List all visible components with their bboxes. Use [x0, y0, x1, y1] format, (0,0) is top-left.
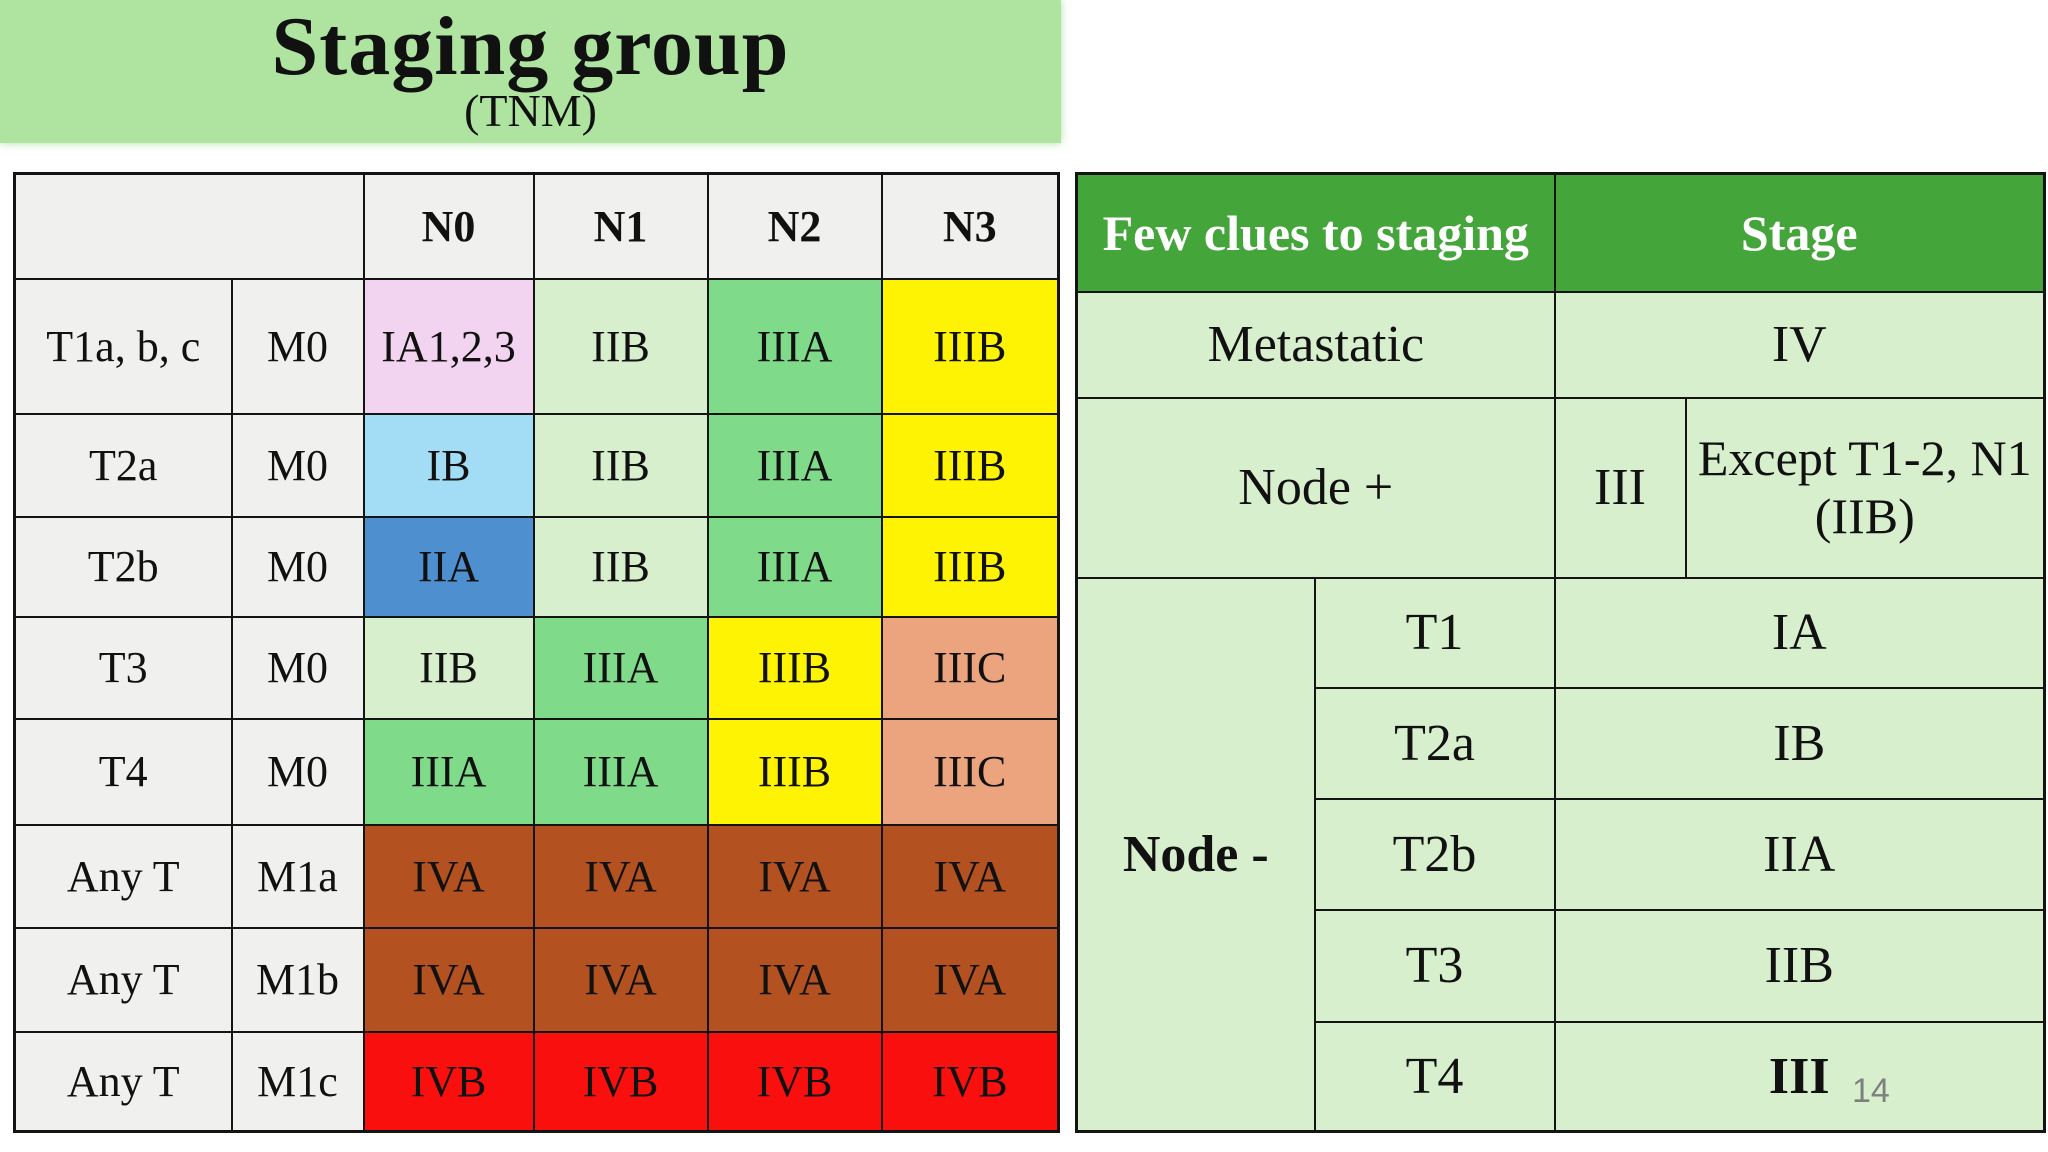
stage-cell: IIIC: [880, 717, 1060, 826]
table-row: Any T M1a IVA IVA IVA IVA: [13, 823, 1060, 929]
n-column-header: N1: [532, 172, 709, 280]
t-category-cell: T2a: [13, 412, 233, 518]
stage-cell: IVA: [532, 926, 709, 1033]
tnm-staging-table: N0 N1 N2 N3 T1a, b, c M0 IA1,2,3 IIB III…: [13, 172, 1060, 1133]
stage-cell: IIA: [1553, 797, 2046, 911]
m-category-cell: M0: [230, 277, 365, 415]
stage-cell: IIIA: [706, 412, 883, 518]
stage-cell: IIB: [532, 277, 709, 415]
stage-cell: IVA: [706, 823, 883, 929]
stage-exception-cell: Except T1-2, N1 (IIB): [1684, 396, 2046, 579]
n-column-header: N3: [880, 172, 1060, 280]
node-negative-cell: Node -: [1075, 576, 1316, 1133]
corner-cell: [13, 172, 365, 280]
t-category-cell: Any T: [13, 926, 233, 1033]
slide-title: Staging group: [271, 0, 790, 94]
clue-cell: Node +: [1075, 396, 1556, 579]
stage-cell: IVA: [880, 823, 1060, 929]
t-category-cell: Any T: [13, 1030, 233, 1133]
stage-cell: IIIA: [532, 717, 709, 826]
t-category-cell: T3: [1313, 908, 1556, 1023]
stage-cell: IIA: [362, 515, 535, 618]
m-category-cell: M1b: [230, 926, 365, 1033]
stage-cell: IIIB: [880, 277, 1060, 415]
stage-cell: IA: [1553, 576, 2046, 689]
clues-to-staging-table: Few clues to staging Stage Metastatic IV…: [1075, 172, 2046, 1133]
t-category-cell: Any T: [13, 823, 233, 929]
table-row: Metastatic IV: [1075, 290, 2046, 399]
stage-cell: IIIB: [706, 615, 883, 720]
stage-cell: IIB: [532, 412, 709, 518]
stage-cell: IVA: [880, 926, 1060, 1033]
t-category-cell: T1: [1313, 576, 1556, 689]
stage-column-header: Stage: [1553, 172, 2046, 293]
t-category-cell: T2a: [1313, 686, 1556, 800]
table-row: T2a IB: [1077, 686, 2046, 800]
t-category-cell: T2b: [1313, 797, 1556, 911]
t-category-cell: T4: [13, 717, 233, 826]
stage-cell: IIB: [362, 615, 535, 720]
stage-cell: IIIA: [362, 717, 535, 826]
m-category-cell: M1c: [230, 1030, 365, 1133]
t-category-cell: T4: [1313, 1020, 1556, 1133]
stage-cell: IVB: [532, 1030, 709, 1133]
stage-cell: III: [1553, 396, 1687, 579]
table-row: Node + III Except T1-2, N1 (IIB): [1075, 396, 2046, 579]
t-category-cell: T3: [13, 615, 233, 720]
table-row: T3 M0 IIB IIIA IIIB IIIC: [13, 615, 1060, 720]
clues-column-header: Few clues to staging: [1075, 172, 1556, 293]
stage-cell: IIB: [532, 515, 709, 618]
table-row: T1a, b, c M0 IA1,2,3 IIB IIIA IIIB: [13, 277, 1060, 415]
table-row: T4 III: [1077, 1020, 2046, 1133]
table-row: Any T M1b IVA IVA IVA IVA: [13, 926, 1060, 1033]
page-number: 14: [1852, 1072, 1890, 1110]
slide-subtitle: (TNM): [464, 85, 597, 137]
t-category-cell: T2b: [13, 515, 233, 618]
table-row: T4 M0 IIIA IIIA IIIB IIIC: [13, 717, 1060, 826]
stage-cell: IIB: [1553, 908, 2046, 1023]
stage-cell: III: [1553, 1020, 2046, 1133]
stage-cell: IIIB: [880, 515, 1060, 618]
table-row: T2a M0 IB IIB IIIA IIIB: [13, 412, 1060, 518]
stage-cell: IA1,2,3: [362, 277, 535, 415]
m-category-cell: M0: [230, 515, 365, 618]
t-category-cell: T1a, b, c: [13, 277, 233, 415]
stage-cell: IVA: [362, 926, 535, 1033]
m-category-cell: M0: [230, 717, 365, 826]
stage-cell: IVB: [362, 1030, 535, 1133]
stage-cell: IVA: [362, 823, 535, 929]
table-row: Any T M1c IVB IVB IVB IVB: [13, 1030, 1060, 1133]
stage-cell: IVA: [532, 823, 709, 929]
m-category-cell: M0: [230, 412, 365, 518]
stage-cell: IB: [362, 412, 535, 518]
table-row: T3 IIB: [1077, 908, 2046, 1023]
m-category-cell: M0: [230, 615, 365, 720]
stage-cell: IVB: [706, 1030, 883, 1133]
stage-cell: IB: [1553, 686, 2046, 800]
stage-cell: IIIA: [706, 277, 883, 415]
stage-cell: IIIB: [880, 412, 1060, 518]
m-category-cell: M1a: [230, 823, 365, 929]
stage-cell: IVA: [706, 926, 883, 1033]
stage-cell: IV: [1553, 290, 2046, 399]
stage-cell: IVB: [880, 1030, 1060, 1133]
stage-cell: IIIC: [880, 615, 1060, 720]
title-banner: Staging group (TNM): [0, 0, 1061, 143]
table-row: T2b M0 IIA IIB IIIA IIIB: [13, 515, 1060, 618]
n-column-header: N0: [362, 172, 535, 280]
table-row: Node - T1 IA: [1075, 576, 2046, 1133]
table-row: T2b IIA: [1077, 797, 2046, 911]
stage-cell: IIIB: [706, 717, 883, 826]
stage-cell: IIIA: [706, 515, 883, 618]
stage-cell: IIIA: [532, 615, 709, 720]
n-column-header: N2: [706, 172, 883, 280]
clue-cell: Metastatic: [1075, 290, 1556, 399]
